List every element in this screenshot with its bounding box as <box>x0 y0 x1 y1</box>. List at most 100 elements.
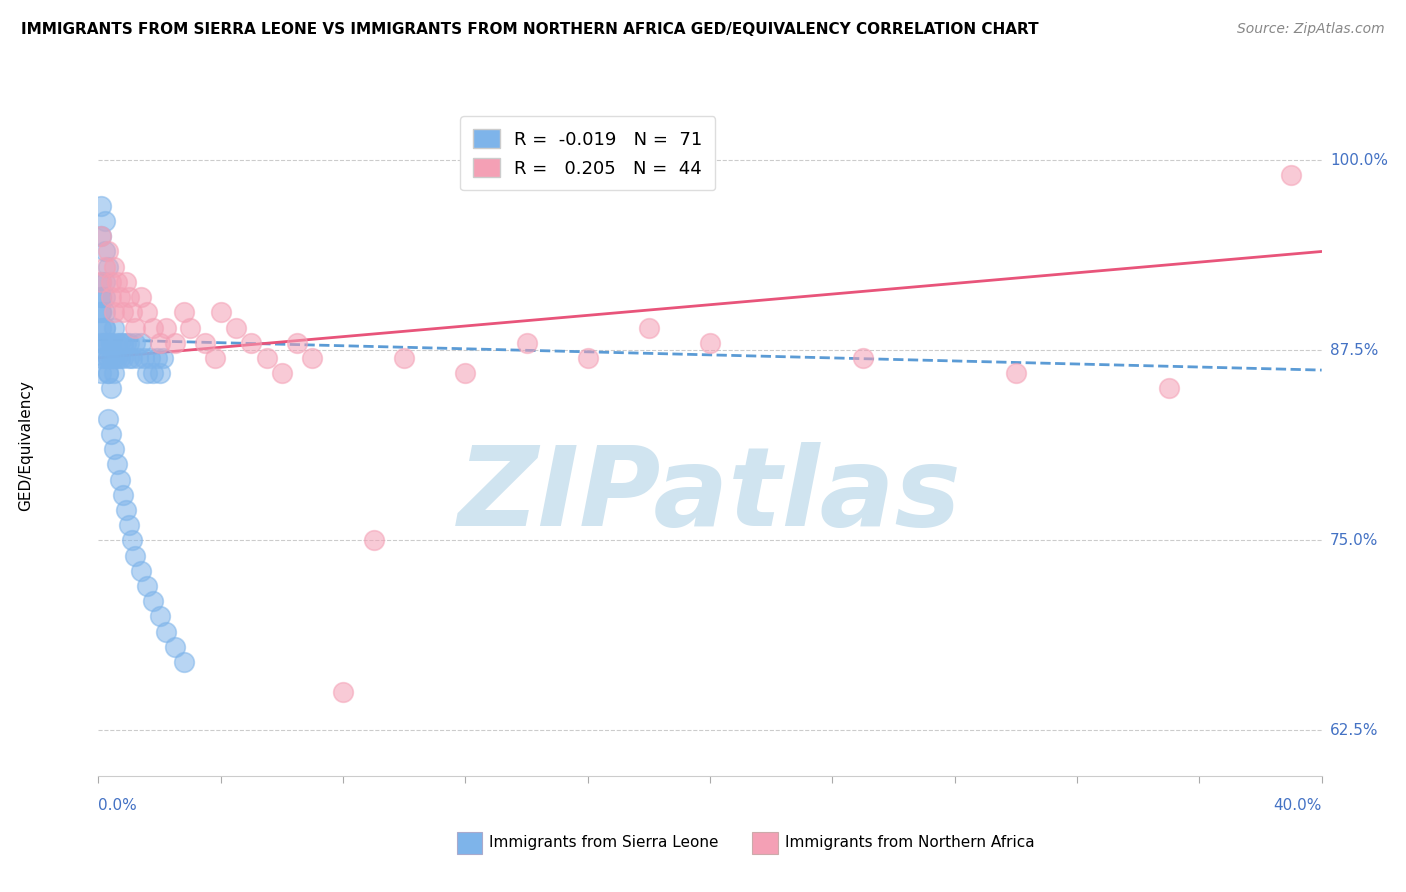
Text: Immigrants from Sierra Leone: Immigrants from Sierra Leone <box>489 836 718 850</box>
Point <box>454 366 477 380</box>
Point <box>149 335 172 350</box>
Point <box>852 351 875 365</box>
Point <box>103 442 125 457</box>
Point <box>179 320 201 334</box>
Point <box>637 320 661 334</box>
Point <box>90 351 112 365</box>
Point <box>108 335 131 350</box>
Point <box>100 335 122 350</box>
Point <box>97 335 120 350</box>
Point <box>93 290 115 304</box>
Point <box>108 473 131 487</box>
Point <box>100 275 122 289</box>
Point <box>332 685 354 699</box>
Point <box>103 366 125 380</box>
Point <box>173 655 195 669</box>
Point <box>90 199 112 213</box>
Point <box>97 244 120 259</box>
Point <box>90 305 112 319</box>
Point <box>90 290 112 304</box>
Point <box>103 305 125 319</box>
Point <box>97 411 120 425</box>
Text: IMMIGRANTS FROM SIERRA LEONE VS IMMIGRANTS FROM NORTHERN AFRICA GED/EQUIVALENCY : IMMIGRANTS FROM SIERRA LEONE VS IMMIGRAN… <box>21 22 1039 37</box>
Point <box>121 351 143 365</box>
Point <box>97 260 120 274</box>
Point <box>173 305 195 319</box>
Point <box>204 351 226 365</box>
Point <box>194 335 217 350</box>
Point <box>149 366 172 380</box>
Point <box>90 275 112 289</box>
Point <box>118 518 141 533</box>
Point <box>97 366 120 380</box>
Point <box>121 305 143 319</box>
Point <box>516 335 538 350</box>
Point <box>115 503 138 517</box>
Point <box>105 335 128 350</box>
Point <box>115 275 138 289</box>
Point <box>105 351 128 365</box>
Text: 62.5%: 62.5% <box>1330 723 1378 738</box>
Point <box>90 229 112 244</box>
Point <box>392 351 416 365</box>
Point <box>118 335 141 350</box>
Point <box>301 351 323 365</box>
Point <box>103 260 125 274</box>
Point <box>93 214 115 228</box>
Point <box>576 351 599 365</box>
Point <box>93 275 115 289</box>
Point <box>124 335 146 350</box>
Point <box>152 351 174 365</box>
Point <box>93 320 115 334</box>
Point <box>90 229 112 244</box>
Point <box>111 335 134 350</box>
Point <box>129 564 152 578</box>
Point <box>124 549 146 563</box>
Text: ZIPatlas: ZIPatlas <box>458 442 962 549</box>
Point <box>1157 381 1180 395</box>
Point <box>100 335 122 350</box>
Point <box>129 290 152 304</box>
Point <box>90 335 112 350</box>
Point <box>129 335 152 350</box>
Point <box>103 351 125 365</box>
Point <box>1279 169 1302 183</box>
Point <box>240 335 263 350</box>
Point <box>103 320 125 334</box>
Point <box>699 335 721 350</box>
Text: Immigrants from Northern Africa: Immigrants from Northern Africa <box>785 836 1035 850</box>
Point <box>136 366 159 380</box>
Point <box>145 351 167 365</box>
Text: Source: ZipAtlas.com: Source: ZipAtlas.com <box>1237 22 1385 37</box>
Point <box>209 305 232 319</box>
Point <box>285 335 308 350</box>
Point <box>100 426 122 441</box>
Point <box>142 594 165 608</box>
Point <box>1004 366 1026 380</box>
Point <box>90 320 112 334</box>
Point <box>100 290 122 304</box>
Point <box>363 533 385 548</box>
Point <box>100 381 122 395</box>
Text: 40.0%: 40.0% <box>1274 798 1322 814</box>
Point <box>270 366 292 380</box>
Point <box>93 351 115 365</box>
Point <box>225 320 247 334</box>
Point <box>111 488 134 502</box>
Point <box>163 335 186 350</box>
Point <box>155 320 177 334</box>
Point <box>90 290 112 304</box>
Point <box>115 335 138 350</box>
Point <box>136 305 159 319</box>
Point <box>155 624 177 639</box>
Legend: R =  -0.019   N =  71, R =   0.205   N =  44: R = -0.019 N = 71, R = 0.205 N = 44 <box>460 116 716 190</box>
Point <box>163 640 186 654</box>
Point <box>93 244 115 259</box>
Point <box>118 290 141 304</box>
Point <box>105 458 128 472</box>
Point <box>97 351 120 365</box>
Point <box>134 351 156 365</box>
Point <box>256 351 278 365</box>
Point <box>100 351 122 365</box>
Point <box>118 351 141 365</box>
